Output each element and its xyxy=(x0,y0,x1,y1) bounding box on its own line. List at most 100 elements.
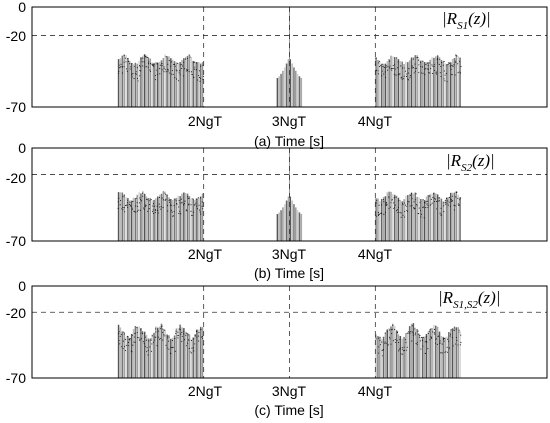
panel-a-noise-dot xyxy=(178,80,180,82)
panel-b-noise-dot xyxy=(393,202,395,204)
panel-a-noise-dot xyxy=(408,68,410,70)
panel-c-bar xyxy=(407,331,409,378)
panel-c-noise-dot xyxy=(449,335,451,337)
panel-b-peak-bar xyxy=(293,204,295,241)
panel-b-noise-dot xyxy=(388,208,390,210)
panel-a-noise-dot xyxy=(140,70,142,72)
panel-c-noise-dot xyxy=(181,335,183,338)
panel-b-noise-dot xyxy=(152,203,155,205)
panel-c-noise-dot xyxy=(448,340,450,342)
panel-c-noise-dot xyxy=(391,333,393,335)
panel-a-noise-dot xyxy=(198,74,200,77)
panel-c-bar xyxy=(147,338,150,378)
panel-a-noise-dot xyxy=(403,75,405,77)
panel-c-bar xyxy=(433,324,435,378)
panel-c-noise-dot xyxy=(134,333,136,335)
panel-c-bar xyxy=(393,325,396,378)
panel-a-bar xyxy=(177,63,180,107)
panel-b-noise-dot xyxy=(414,208,416,210)
panel-b-noise-dot xyxy=(433,193,435,195)
panel-a-noise-dot xyxy=(149,63,151,65)
panel-a-noise-dot xyxy=(163,66,165,68)
panel-c-bar xyxy=(375,334,377,378)
panel-b-noise-dot xyxy=(178,212,180,214)
panel-a-noise-dot xyxy=(163,71,165,73)
panel-a-noise-dot xyxy=(418,64,420,66)
panel-c-noise-dot xyxy=(172,346,174,348)
panel-a-noise-dot xyxy=(424,68,426,70)
panel-c-noise-dot xyxy=(396,340,398,342)
panel-c-noise-dot xyxy=(124,346,126,348)
panel-a-noise-dot xyxy=(145,56,147,58)
panel-a-noise-dot xyxy=(409,76,411,78)
panel-b-noise-dot xyxy=(446,202,448,204)
panel-b-noise-dot xyxy=(143,208,145,210)
panel-a-noise-dot xyxy=(131,63,133,65)
panel-c-noise-dot xyxy=(125,344,127,346)
panel-b-noise-dot xyxy=(448,201,450,203)
panel-b-noise-dot xyxy=(445,199,447,201)
panel-a-noise-dot xyxy=(394,63,396,65)
panel-c-bar xyxy=(388,328,390,378)
panel-b-noise-dot xyxy=(434,198,436,200)
panel-c-noise-dot xyxy=(157,330,159,332)
panel-b-noise-dot xyxy=(375,215,377,217)
panel-b-noise-dot xyxy=(173,205,175,207)
panel-c-noise-dot xyxy=(392,324,394,326)
panel-c-noise-dot xyxy=(420,348,422,350)
panel-a-bar xyxy=(436,55,439,107)
panel-c-bar xyxy=(390,326,392,378)
panel-c-noise-dot xyxy=(155,328,157,330)
panel-a-noise-dot xyxy=(131,74,133,76)
panel-a-bar xyxy=(390,55,392,107)
panel-a-noise-dot xyxy=(119,67,121,69)
panel-c-noise-dot xyxy=(174,337,176,339)
panel-c-bar xyxy=(194,334,196,378)
panel-a-xtick-4ngt: 4NgT xyxy=(358,113,393,129)
panel-a-noise-dot xyxy=(120,66,122,68)
panel-a-bar xyxy=(160,60,163,107)
panel-c-noise-dot xyxy=(124,339,126,341)
panel-a-noise-dot xyxy=(386,65,388,67)
panel-a-bar xyxy=(438,56,441,107)
panel-c-noise-dot xyxy=(179,329,181,331)
panel-c-noise-dot xyxy=(149,346,151,348)
panel-c-noise-dot xyxy=(459,344,461,346)
panel-b-bar xyxy=(147,198,150,241)
panel-c-noise-dot xyxy=(414,334,416,336)
panel-c-bar xyxy=(444,337,446,378)
panel-a-bar xyxy=(386,61,388,107)
panel-a-bar xyxy=(186,55,189,107)
panel-b-noise-dot xyxy=(413,207,415,209)
panel-a-noise-dot xyxy=(196,62,198,64)
panel-c-noise-dot xyxy=(432,331,434,333)
panel-b-noise-dot xyxy=(194,204,196,206)
panel-a-noise-dot xyxy=(457,63,459,65)
panel-b-noise-dot xyxy=(418,207,420,209)
panel-b-noise-dot xyxy=(184,203,186,205)
panel-b-ytick-0: 0 xyxy=(18,140,26,156)
panel-c-noise-dot xyxy=(375,338,377,340)
panel-b-bar xyxy=(181,193,183,241)
panel-b-bar xyxy=(433,192,435,241)
panel-b-bar xyxy=(414,192,416,241)
panel-a-bar xyxy=(162,57,165,107)
panel-c-noise-dot xyxy=(181,340,183,342)
panel-a-bar xyxy=(455,54,458,107)
panel-c-noise-dot xyxy=(422,345,424,347)
panel-b-bar xyxy=(145,196,148,241)
panel-b-bar xyxy=(149,197,152,241)
panel-b-noise-dot xyxy=(128,204,130,206)
panel-a-noise-dot xyxy=(441,61,443,64)
panel-c-bar xyxy=(179,324,181,378)
panel-b-bar xyxy=(188,195,191,241)
panel-a-bar xyxy=(149,58,152,107)
panel-b-peak-bar xyxy=(285,200,288,241)
panel-a-bar xyxy=(153,62,155,107)
panel-a-noise-dot xyxy=(420,66,422,68)
panel-a-noise-dot xyxy=(459,72,462,74)
panel-b-bar xyxy=(143,193,146,241)
panel-b-noise-dot xyxy=(125,205,127,207)
panel-a-noise-dot xyxy=(457,72,459,74)
panel-b-bar xyxy=(377,198,379,241)
